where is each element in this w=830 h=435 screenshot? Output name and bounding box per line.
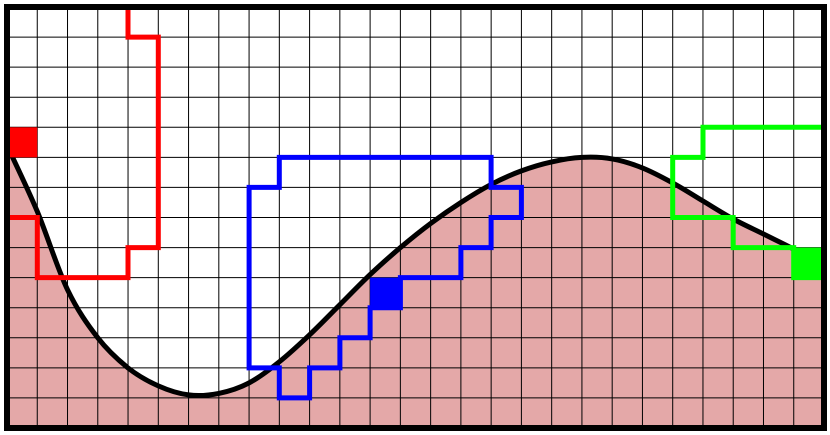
green-region-highlighted-cell[interactable] xyxy=(793,247,824,278)
board-border xyxy=(4,4,827,431)
blue-region[interactable] xyxy=(246,154,524,401)
terrain-fill xyxy=(7,145,824,429)
blue-region-highlighted-cell[interactable] xyxy=(370,277,401,308)
board-frame xyxy=(4,4,827,431)
red-region[interactable] xyxy=(4,4,161,281)
red-region-highlighted-cell[interactable] xyxy=(7,127,38,158)
blue-region-outline[interactable] xyxy=(246,154,524,401)
terrain-curve-line xyxy=(4,142,827,399)
red-region-outline[interactable] xyxy=(4,4,161,281)
terrain-area xyxy=(7,145,824,429)
terrain-curve xyxy=(4,142,827,399)
